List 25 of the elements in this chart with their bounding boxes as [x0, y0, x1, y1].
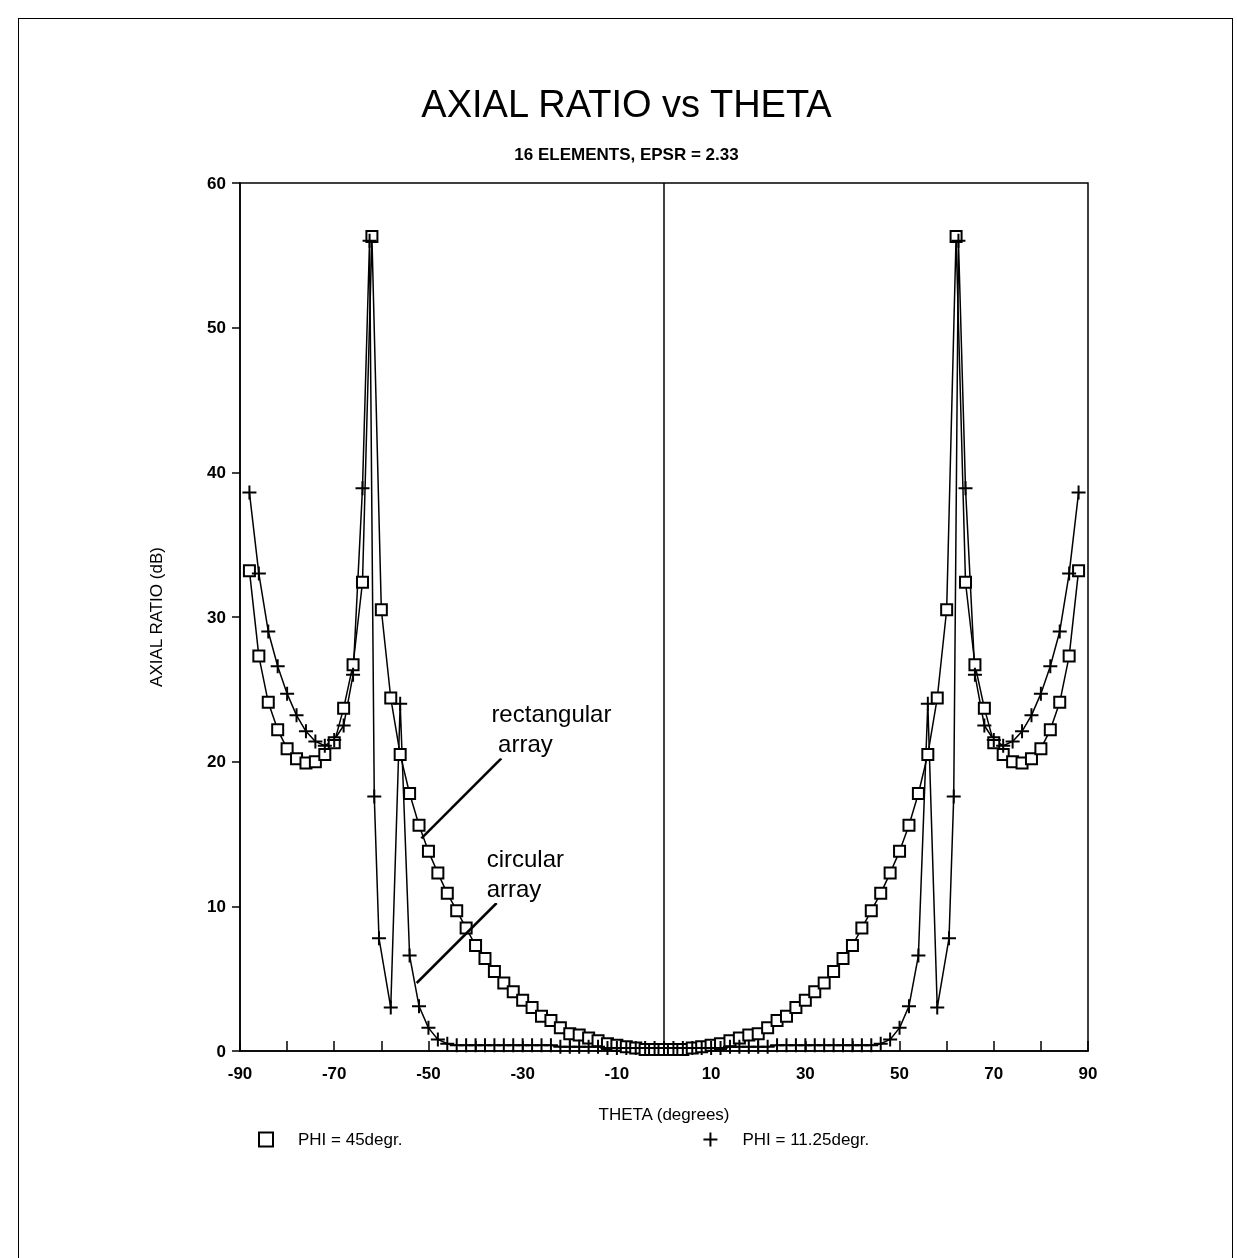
legend-label: PHI = 45degr. [298, 1130, 403, 1149]
x-tick-label: -70 [321, 1064, 347, 1083]
x-tick-label: -50 [416, 1064, 441, 1083]
annotation: circular array [486, 844, 571, 902]
chart-title: AXIAL RATIO vs THETA [421, 83, 833, 125]
legend-label: PHI = 11.25degr. [742, 1130, 870, 1149]
y-axis-title: AXIAL RATIO (dB) [147, 547, 166, 687]
x-tick-label: 10 [701, 1064, 721, 1083]
y-tick-label: 0 [216, 1041, 226, 1061]
x-tick-label: 90 [1078, 1064, 1098, 1083]
annotation: rectangular array [491, 699, 612, 757]
y-tick-label: 30 [207, 607, 226, 627]
y-tick-label: 60 [207, 173, 226, 193]
y-tick-label: 10 [207, 896, 226, 916]
chart-subtitle: 16 ELEMENTS, EPSR = 2.33 [514, 145, 739, 164]
x-tick-label: 50 [890, 1064, 910, 1083]
x-tick-label: -90 [227, 1064, 253, 1083]
x-tick-label: 30 [795, 1064, 815, 1083]
x-tick-label: 70 [984, 1064, 1004, 1083]
y-tick-label: 40 [207, 462, 226, 482]
x-axis-title: THETA (degrees) [598, 1105, 730, 1124]
x-tick-label: -10 [604, 1064, 630, 1083]
y-tick-label: 50 [207, 318, 226, 338]
y-tick-label: 20 [207, 752, 226, 772]
x-tick-label: -30 [510, 1064, 535, 1083]
